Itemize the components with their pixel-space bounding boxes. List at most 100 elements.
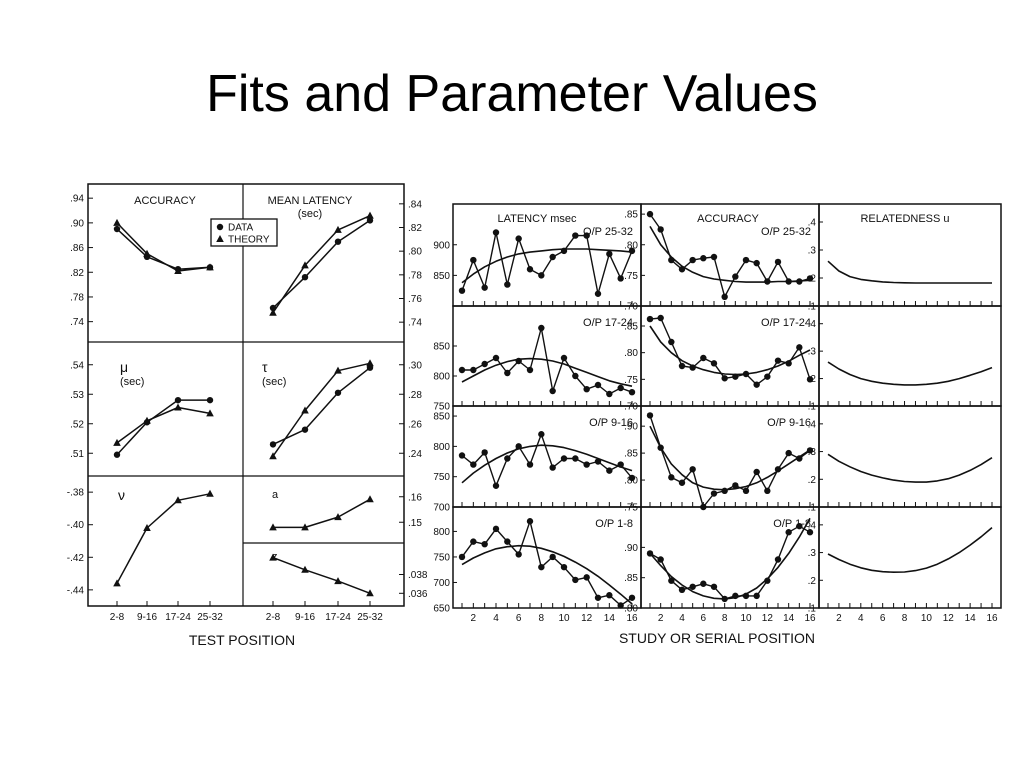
panel-title: a [272, 489, 279, 501]
right-figure: LATENCY msec ACCURACY RELATEDNESS u 850 900 O… [433, 203, 1002, 646]
panel-subtitle: (sec) [120, 376, 144, 388]
slide-title: Fits and Parameter Values [206, 65, 818, 123]
y-tick-label: .4 [808, 419, 817, 430]
data-point [458, 452, 466, 459]
theory-point [143, 416, 151, 424]
panel-relatedness-row3: .1 .2 .3 .4 [808, 405, 1002, 514]
data-point [481, 540, 488, 548]
x-tick-label: 12 [943, 613, 955, 624]
y-tick-label: .80 [408, 247, 422, 258]
theory-curve [827, 260, 992, 284]
data-point [538, 431, 545, 438]
data-point [538, 563, 545, 571]
data-point [594, 290, 602, 297]
panel-accuracy-row1: .70 .75 .80 .85 O/P 25-32 [624, 203, 820, 313]
data-line [461, 520, 633, 607]
y-tick-label: 850 [433, 412, 450, 423]
data-point [668, 577, 675, 584]
y-tick-label: .84 [408, 199, 422, 210]
y-tick-label: 800 [433, 527, 450, 538]
data-point [504, 281, 511, 288]
theory-curve [827, 361, 993, 386]
theory-point [174, 496, 182, 504]
x-tick-label: 6 [516, 613, 522, 624]
theory-point [301, 406, 309, 414]
y-tick-label: .94 [70, 194, 84, 205]
y-tick-label: .70 [624, 402, 638, 413]
x-tick-label: 16 [804, 613, 816, 624]
y-tick-label: .82 [70, 268, 84, 279]
x-tick-label: 14 [783, 613, 795, 624]
data-point [774, 258, 782, 266]
y-tick-label: -.38 [67, 488, 85, 499]
x-tick-label: 9-16 [137, 612, 157, 623]
data-point [606, 592, 613, 599]
data-point [538, 272, 545, 279]
y-tick-label: .4 [808, 218, 817, 229]
y-tick-label: .15 [408, 518, 422, 529]
theory-point [301, 523, 309, 531]
theory-curve [827, 526, 993, 574]
data-point [492, 525, 500, 533]
data-point [628, 594, 636, 601]
data-point [481, 449, 488, 456]
data-point [710, 253, 718, 261]
y-tick-label: .036 [408, 589, 428, 600]
data-point [617, 384, 624, 392]
data-point [560, 247, 568, 255]
data-point [583, 386, 590, 393]
panel-accuracy-row4: .80 .85 .90 O/P 1-8 [624, 506, 820, 615]
data-line [649, 525, 811, 600]
data-point [583, 232, 590, 239]
data-point [689, 364, 696, 371]
data-point [492, 354, 500, 362]
y-tick-label: .30 [408, 360, 422, 371]
panel-title: τ [262, 359, 268, 375]
theory-line [116, 493, 211, 584]
data-point [470, 538, 477, 545]
theory-curve [461, 444, 633, 484]
theory-point [366, 211, 374, 219]
data-line [462, 327, 633, 395]
y-tick-label: -.40 [67, 520, 85, 531]
theory-point [216, 235, 224, 242]
data-point [174, 396, 182, 404]
y-tick-label: .74 [70, 317, 84, 328]
theory-curve [827, 453, 993, 483]
data-point [678, 266, 686, 273]
data-line [649, 317, 811, 386]
y-tick-label: 700 [433, 578, 450, 589]
data-point [470, 366, 477, 374]
y-tick-label: .4 [808, 319, 817, 330]
y-tick-label: .1 [808, 402, 817, 413]
y-tick-label: .4 [808, 520, 817, 531]
data-point [515, 357, 522, 365]
data-point [594, 458, 602, 465]
data-point [689, 583, 696, 590]
data-point [526, 366, 534, 374]
y-tick-label: .3 [808, 246, 817, 257]
row-label: O/P 9-16 [767, 417, 811, 429]
y-tick-label: 900 [433, 240, 450, 251]
panel-mu: μ(sec) .51 .52 .53 .54 [70, 359, 214, 460]
data-point [678, 362, 686, 370]
data-point [594, 594, 602, 601]
y-tick-label: .80 [624, 476, 638, 487]
x-tick-label: 8 [902, 613, 908, 624]
data-point [538, 324, 545, 332]
y-tick-label: .90 [70, 218, 84, 229]
data-point [700, 354, 707, 362]
x-tick-label: 2 [658, 613, 664, 624]
data-point [560, 354, 568, 362]
x-tick-label: 2-8 [110, 612, 125, 623]
data-point [796, 522, 803, 530]
panel-latency-row4: 650 700 750 800 O/P 1-8 [433, 506, 642, 615]
data-point [710, 583, 718, 590]
data-point [764, 577, 771, 584]
data-point [668, 474, 675, 481]
theory-curve [649, 517, 811, 600]
theory-curve [649, 325, 811, 376]
theory-point [206, 263, 214, 271]
x-tick-label: 25-32 [197, 612, 223, 623]
